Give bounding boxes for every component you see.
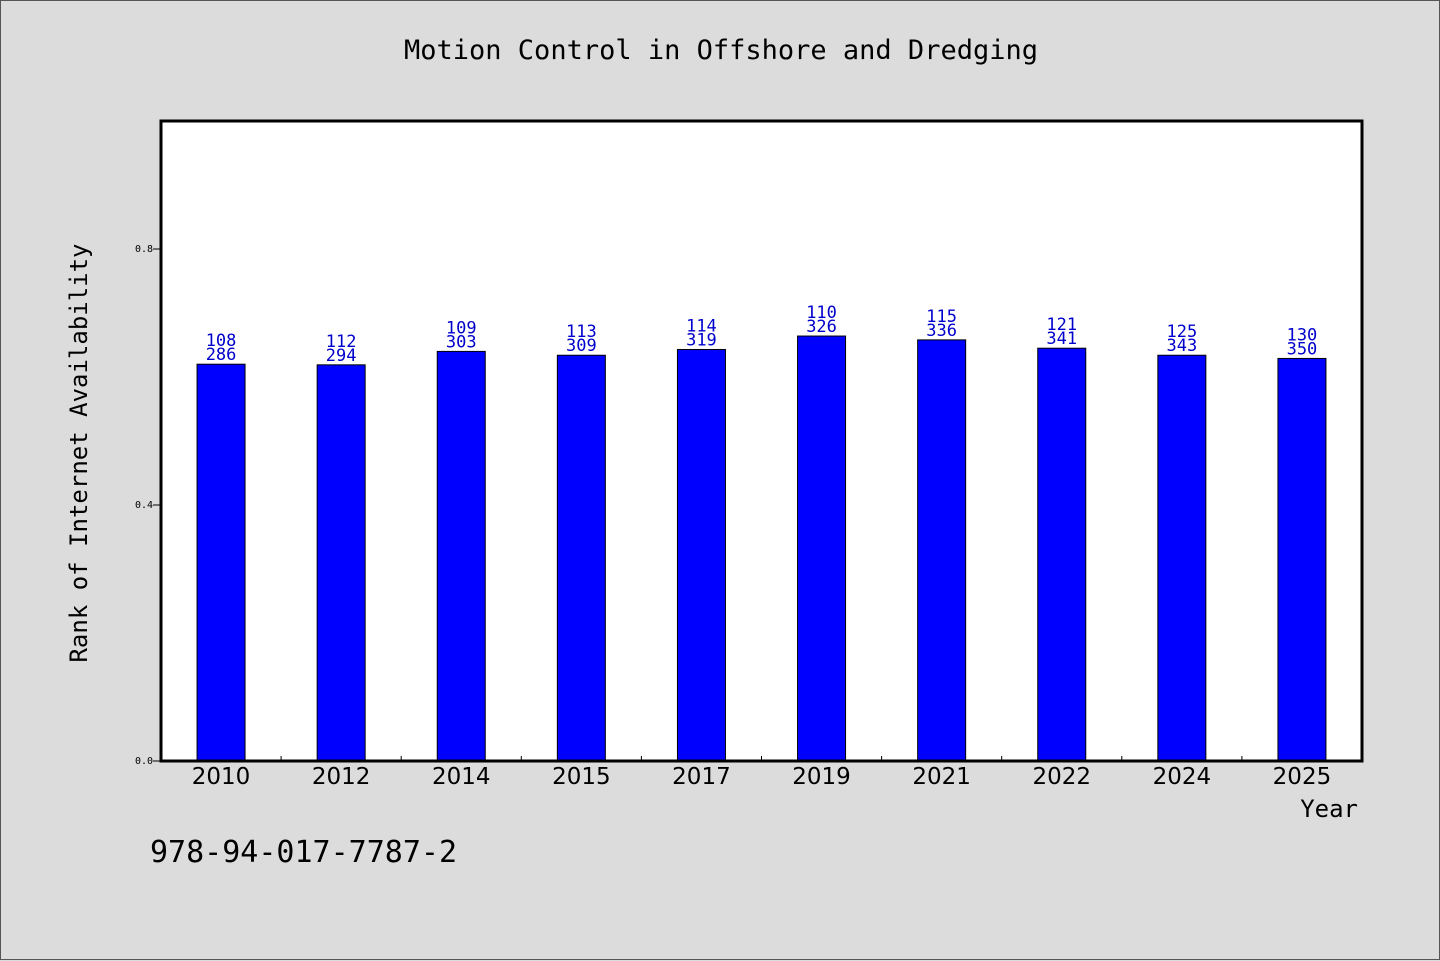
bar-data-label-bottom: 341 — [1046, 329, 1077, 349]
x-tick-label: 2015 — [552, 764, 611, 790]
x-tick-label: 2024 — [1153, 764, 1212, 790]
bar — [1277, 357, 1327, 762]
y-tick-label: 0.0 — [135, 756, 153, 767]
bar-data-label-top: 112 — [326, 332, 357, 352]
bar-data-label-bottom: 336 — [926, 321, 957, 341]
bar-data-label-bottom: 350 — [1287, 339, 1318, 359]
x-tick-label: 2010 — [192, 764, 251, 790]
bar-data-label-top: 108 — [206, 331, 237, 351]
x-tick-label: 2012 — [312, 764, 371, 790]
bar-data-label-bottom: 303 — [446, 332, 477, 352]
bar-data-label-bottom: 309 — [566, 336, 597, 356]
bar-data-label-top: 130 — [1287, 325, 1318, 345]
bar — [1037, 347, 1087, 762]
x-tick-label: 2025 — [1273, 764, 1332, 790]
bar-data-label-bottom: 294 — [326, 346, 357, 366]
bar — [917, 339, 967, 762]
bar — [1157, 354, 1207, 762]
bar-data-label-bottom: 326 — [806, 317, 837, 337]
x-axis-label: Year — [1300, 795, 1358, 823]
bar-data-label-bottom: 343 — [1166, 336, 1197, 356]
bar — [316, 364, 366, 762]
x-tick-label: 2014 — [432, 764, 491, 790]
bar-data-label-top: 125 — [1166, 322, 1197, 342]
x-tick-label: 2017 — [672, 764, 731, 790]
bar-data-label-top: 110 — [806, 303, 837, 323]
bar-data-label-top: 115 — [926, 307, 957, 327]
x-tick-label: 2021 — [912, 764, 971, 790]
x-tick-label: 2022 — [1032, 764, 1091, 790]
bar — [196, 363, 246, 762]
y-tick-label: 0.8 — [135, 244, 153, 255]
bar-data-label-top: 114 — [686, 316, 717, 336]
bar — [676, 348, 726, 762]
bar-data-label-top: 113 — [566, 322, 597, 342]
bar — [436, 350, 486, 762]
bar-data-label-top: 121 — [1046, 315, 1077, 335]
y-tick-label: 0.4 — [135, 500, 153, 511]
chart-title: Motion Control in Offshore and Dredging — [404, 35, 1038, 66]
bar — [797, 335, 847, 762]
isbn-text: 978-94-017-7787-2 — [150, 835, 458, 870]
plot-border — [159, 119, 1364, 763]
bar-data-label-bottom: 286 — [206, 345, 237, 365]
bar-data-label-bottom: 319 — [686, 330, 717, 350]
bar — [556, 354, 606, 762]
x-tick-label: 2019 — [792, 764, 851, 790]
bar-data-label-top: 109 — [446, 318, 477, 338]
